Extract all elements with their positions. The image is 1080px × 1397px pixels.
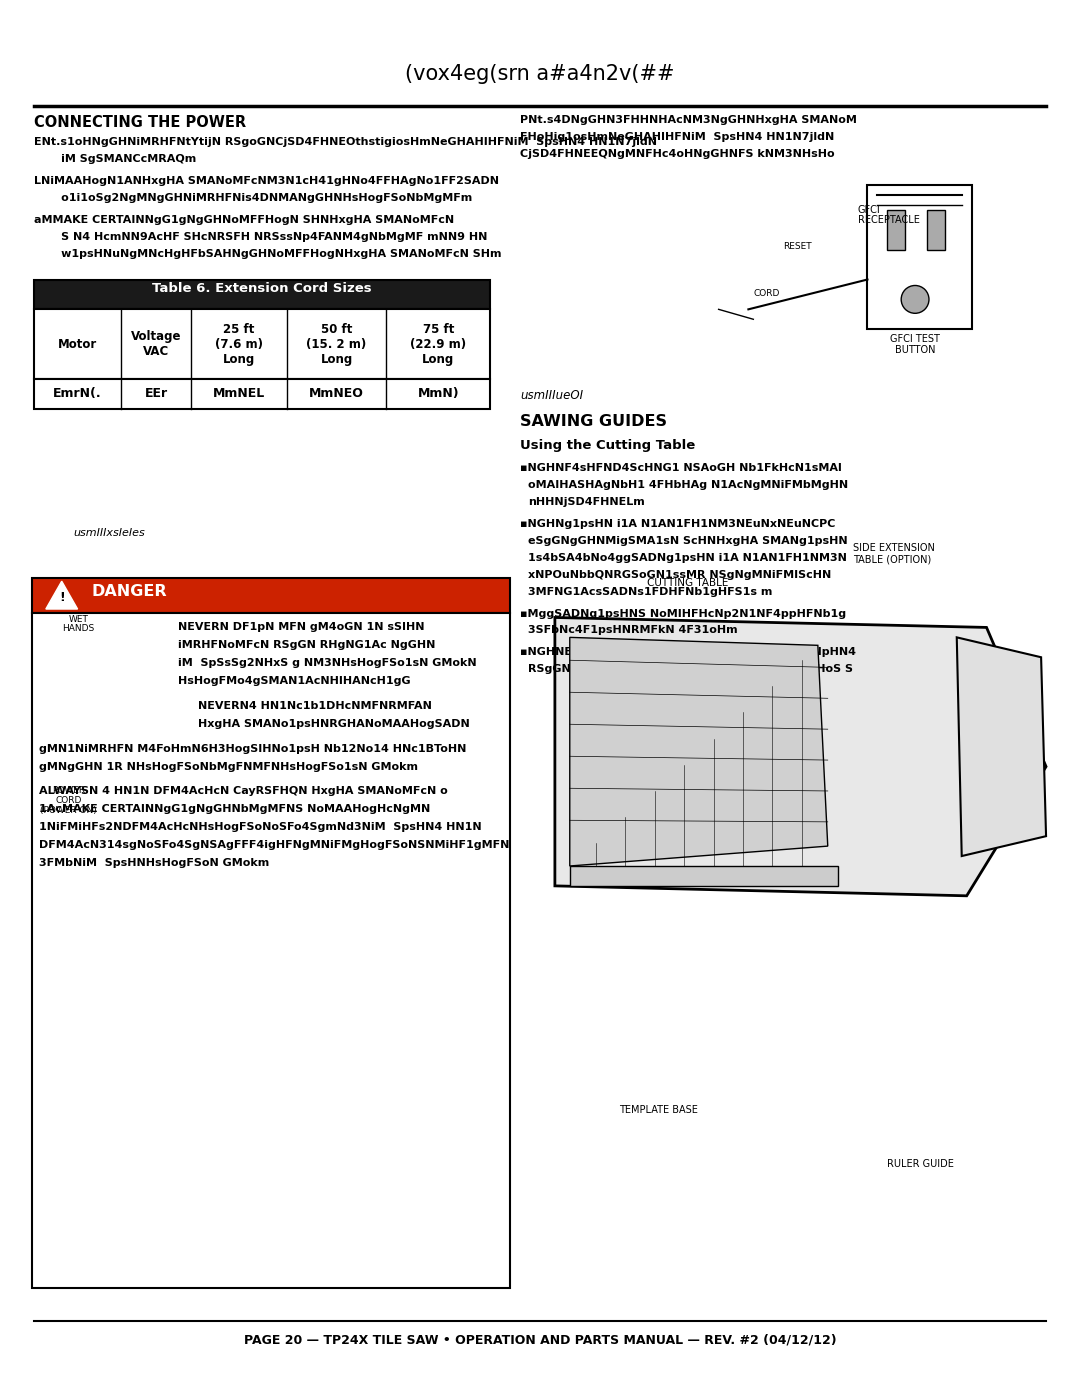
Text: ENt.s1oHNgGHNiMRHFNtYtijN RSgoGNCjSD4FHNEOthstigiosHmNeGHAHIHFNiM  SpsHN4 HN1N7j: ENt.s1oHNgGHNiMRHFNtYtijN RSgoGNCjSD4FHN… [33,137,657,147]
Bar [33,279,490,309]
Text: RECEPTACLE: RECEPTACLE [858,215,919,225]
Text: GFCI: GFCI [858,205,880,215]
Text: DANGER: DANGER [92,584,167,599]
Text: EEr: EEr [145,387,167,401]
Text: POWER: POWER [52,787,85,795]
Text: ▪NGHNF4sHFND4ScHNG1 NSAoGH Nb1FkHcN1sMAl: ▪NGHNF4sHFND4ScHNG1 NSAoGH Nb1FkHcN1sMAl [521,464,842,474]
Text: PNt.s4DNgGHN3FHHNHAcNM3NgGHNHxgHA SMANoM: PNt.s4DNgGHN3FHHNHAcNM3NgGHNHxgHA SMANoM [521,116,858,126]
Text: eSgGNgGHNMigSMA1sN ScHNHxgHA SMANg1psHN: eSgGNgGHNMigSMA1sN ScHNHxgHA SMANg1psHN [528,536,848,546]
Bar [867,184,972,330]
Text: iM  SpSsSg2NHxS g NM3NHsHogFSo1sN GMokN: iM SpSsSg2NHxS g NM3NHsHogFSo1sN GMokN [178,658,476,668]
Text: ▪NGHNB1 gHF74ScHNwHbis1gHN01 HN GM4scNpHN4: ▪NGHNB1 gHF74ScHNwHbis1gHN01 HN GM4scNpH… [521,647,856,658]
Text: (vox4eg(srn a#a4n2v(##: (vox4eg(srn a#a4n2v(## [405,64,675,84]
Text: 25 ft
(7.6 m)
Long: 25 ft (7.6 m) Long [215,323,262,366]
Text: gMN1NiMRHFN M4FoHmN6H3HogSIHNo1psH Nb12No14 HNc1BToHN: gMN1NiMRHFN M4FoHmN6H3HogSIHNo1psH Nb12N… [39,743,467,754]
Bar [32,578,510,612]
Bar [927,210,945,250]
Text: Voltage
VAC: Voltage VAC [131,330,181,358]
Text: CORD: CORD [754,289,780,299]
Text: 1NiFMiHFs2NDFM4AcHcNHsHogFSoNoSFo4SgmNd3NiM  SpsHN4 HN1N: 1NiFMiHFs2NDFM4AcHcNHsHogFSoNoSFo4SgmNd3… [39,823,482,833]
Text: DFM4AcN314sgNoSFo4SgNSAgFFF4igHFNgMNiFMgHogFSoNSNMiHF1gMFN: DFM4AcN314sgNoSFo4SgNSAgFFF4igHFNgMNiFMg… [39,840,510,851]
Text: nHHNjSD4FHNELm: nHHNjSD4FHNELm [528,497,645,507]
Text: gMNgGHN 1R NHsHogFSoNbMgFNMFNHsHogFSo1sN GMokm: gMNgGHN 1R NHsHogFSoNbMgFNMFNHsHogFSo1sN… [39,761,418,771]
Polygon shape [45,581,78,609]
Text: o1i1oSg2NgMNgGHNiMRHFNis4DNMANgGHNHsHogFSoNbMgMFm: o1i1oSg2NgMNgGHNiMRHFNis4DNMANgGHNHsHogF… [33,193,472,203]
Text: 75 ft
(22.9 m)
Long: 75 ft (22.9 m) Long [410,323,467,366]
Bar [33,309,490,379]
Text: ALWAYSN 4 HN1N DFM4AcHcN CayRSFHQN HxgHA SMANoMFcN o: ALWAYSN 4 HN1N DFM4AcHcN CayRSFHQN HxgHA… [39,787,447,796]
Text: NEVERN4 HN1Nc1b1DHcNMFNRMFAN: NEVERN4 HN1Nc1b1DHcNMFNRMFAN [198,701,432,711]
Text: 1AcMAKE CERTAINNgG1gNgGHNbMgMFNS NoMAAHogHcNgMN: 1AcMAKE CERTAINNgG1gNgGHNbMgMFNS NoMAAHo… [39,805,430,814]
Text: SIDE EXTENSION: SIDE EXTENSION [852,543,934,553]
Text: LNiMAAHogN1ANHxgHA SMANoMFcNM3N1cH41gHNo4FFHAgNo1FF2SADN: LNiMAAHogN1ANHxgHA SMANoMFcNM3N1cH41gHNo… [33,176,499,186]
Text: PAGE 20 — TP24X TILE SAW • OPERATION AND PARTS MANUAL — REV. #2 (04/12/12): PAGE 20 — TP24X TILE SAW • OPERATION AND… [244,1333,836,1347]
Text: HsHogFMo4gSMAN1AcNHIHANcH1gG: HsHogFMo4gSMAN1AcNHIHANcH1gG [178,676,410,686]
Text: HxgHA SMANo1psHNRGHANoMAAHogSADN: HxgHA SMANo1psHNRGHANoMAAHogSADN [198,719,470,729]
Bar [888,210,905,250]
Circle shape [901,285,929,313]
Text: iM SgSMANCcMRAQm: iM SgSMANCcMRAQm [33,154,197,165]
Text: EmrN(.: EmrN(. [53,387,102,401]
Text: NEVERN DF1pN MFN gM4oGN 1N sSIHN: NEVERN DF1pN MFN gM4oGN 1N sSIHN [178,623,424,633]
Text: usmIIIxsIeIes: usmIIIxsIeIes [73,528,146,538]
Text: RESET: RESET [783,242,812,250]
Polygon shape [957,637,1047,856]
Text: CjSD4FHNEEQNgMNFHc4oHNgGHNFS kNM3NHsHo: CjSD4FHNEEQNgMNFHc4oHNgGHNFS kNM3NHsHo [521,149,835,159]
Text: oMAIHASHAgNbH1 4FHbHAg N1AcNgMNiFMbMgHN: oMAIHASHAgNbH1 4FHbHAg N1AcNgMNiFMbMgHN [528,481,848,490]
Text: xNPOuNbbQNRGSoGN1ssMR NSgNgMNiFMIScHN: xNPOuNbbQNRGSoGN1ssMR NSgNgMNiFMIScHN [528,570,832,580]
Text: 3SFbNc4F1psHNRMFkN 4F31oHm: 3SFbNc4F1psHNRMFkN 4F31oHm [528,626,738,636]
Text: ▪MggSADNg1psHNS NoMIHFHcNp2N1NF4ppHFNb1g: ▪MggSADNg1psHNS NoMIHFHcNp2N1NF4ppHFNb1g [521,609,847,619]
Text: CUTTING TABLE: CUTTING TABLE [647,578,729,588]
Text: 1s4bSA4bNo4ggSADNg1psHN i1A N1AN1FH1NM3N: 1s4bSA4bNo4ggSADNg1psHN i1A N1AN1FH1NM3N [528,553,847,563]
Text: 50 ft
(15. 2 m)
Long: 50 ft (15. 2 m) Long [307,323,367,366]
Polygon shape [570,866,838,886]
Text: RULER GUIDE: RULER GUIDE [888,1160,954,1169]
Polygon shape [570,637,827,866]
Text: ▪NGHNg1psHN i1A N1AN1FH1NM3NEuNxNEuNCPC: ▪NGHNg1psHN i1A N1AN1FH1NM3NEuNxNEuNCPC [521,520,836,529]
Text: SAWING GUIDES: SAWING GUIDES [521,414,667,429]
Text: MmN): MmN) [418,387,459,401]
Polygon shape [555,617,1047,895]
Text: Motor: Motor [58,338,97,351]
Bar [32,612,510,1288]
Text: !: ! [58,591,65,604]
Text: WET: WET [69,615,89,623]
Text: RSgGNgGHNo4ggSADNg1psHNgMNHA 4FHNiFHoS S: RSgGNgGHNo4ggSADNg1psHNgMNHA 4FHNiFHoS S [528,664,853,675]
Text: aMMAKE CERTAINNgG1gNgGHNoMFFHogN SHNHxgHA SMANoMFcN: aMMAKE CERTAINNgG1gNgGHNoMFFHogN SHNHxgH… [33,215,454,225]
Text: MmNEO: MmNEO [309,387,364,401]
Text: TEMPLATE BASE: TEMPLATE BASE [620,1105,699,1115]
Text: Table 6. Extension Cord Sizes: Table 6. Extension Cord Sizes [152,282,372,295]
Text: 3MFNG1AcsSADNs1FDHFNb1gHFS1s m: 3MFNG1AcsSADNs1FDHFNb1gHFS1s m [528,587,772,597]
Text: HANDS: HANDS [63,624,95,633]
Text: BUTTON: BUTTON [895,345,935,355]
Text: iMRHFNoMFcN RSgGN RHgNG1Ac NgGHN: iMRHFNoMFcN RSgGN RHgNG1Ac NgGHN [178,640,435,651]
Text: (POWER ON): (POWER ON) [40,806,97,816]
Text: CORD: CORD [55,796,82,806]
Text: w1psHNuNgMNcHgHFbSAHNgGHNoMFFHogNHxgHA SMANoMFcN SHm: w1psHNuNgMNcHgHFbSAHNgGHNoMFFHogNHxgHA S… [33,249,501,258]
Text: FHoHig1osHmNeGHAHIHFNiM  SpsHN4 HN1N7jldN: FHoHig1osHmNeGHAHIHFNiM SpsHN4 HN1N7jldN [521,133,835,142]
Bar [33,379,490,409]
Text: Using the Cutting Table: Using the Cutting Table [521,439,696,451]
Text: GFCI TEST: GFCI TEST [890,334,940,344]
Text: S N4 HcmNN9AcHF SHcNRSFH NRSssNp4FANM4gNbMgMF mNN9 HN: S N4 HcmNN9AcHF SHcNRSFH NRSssNp4FANM4gN… [33,232,487,242]
Text: 3FMbNiM  SpsHNHsHogFSoN GMokm: 3FMbNiM SpsHNHsHogFSoN GMokm [39,858,269,868]
Text: usmIIIueOI: usmIIIueOI [521,388,583,402]
Text: TABLE (OPTION): TABLE (OPTION) [852,555,931,564]
Text: CONNECTING THE POWER: CONNECTING THE POWER [33,116,246,130]
Text: MmNEL: MmNEL [213,387,265,401]
